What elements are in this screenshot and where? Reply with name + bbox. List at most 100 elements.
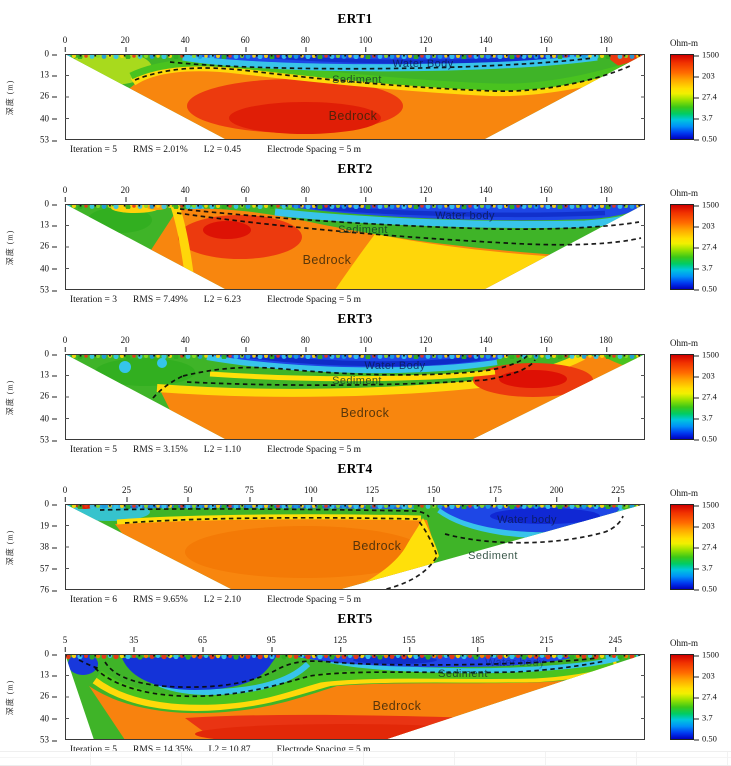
region-label-sediment: Sediment — [468, 550, 518, 562]
tick-label: 0 — [44, 498, 56, 509]
tick-label: 175 — [488, 485, 502, 502]
tick-label: 53 — [40, 284, 57, 295]
tick-label: 26 — [40, 90, 57, 101]
resistivity-section-svg — [65, 204, 645, 290]
panel-title: ERT1 — [337, 11, 373, 26]
tick-label: 155 — [402, 635, 416, 652]
tick-label: 203 — [694, 70, 715, 81]
tick-label: 80 — [300, 35, 310, 52]
layer-boundaries — [176, 208, 642, 246]
tick-label: 40 — [40, 713, 57, 724]
panel-title: ERT4 — [337, 461, 373, 476]
layer-boundaries — [78, 657, 606, 698]
tick-label: 27.4 — [694, 91, 717, 102]
tick-label: 215 — [539, 635, 554, 652]
tick-label: 13 — [40, 69, 57, 80]
tick-label: 26 — [40, 690, 57, 701]
section-fill — [65, 354, 645, 440]
depth-axis-ticks: 0 13 26 40 53 — [28, 199, 58, 294]
stat-l2: L2 = 10.87 — [208, 745, 251, 755]
tick-label: 0.50 — [694, 133, 717, 144]
tick-label: 100 — [304, 485, 318, 502]
colorbar-title: Ohm-m — [670, 488, 698, 498]
tick-label: 40 — [180, 35, 190, 52]
resistivity-section-svg — [65, 504, 645, 590]
depth-axis-label-text: 深度 (m) — [5, 229, 14, 265]
tick-label: 203 — [694, 220, 715, 231]
colorbar: Ohm-m 1500 203 27.4 3.7 0.50 — [668, 38, 730, 150]
tick-label: 225 — [611, 485, 625, 502]
tick-label: 53 — [40, 134, 57, 145]
stats-line: Iteration = 3 RMS = 7.49% L2 = 6.23 Electro… — [70, 295, 377, 305]
panel-ert3: ERT3 深度 (m) 0 13 26 40 53 0 20 40 60 80 100 120 140… — [0, 308, 731, 458]
tick-label: 0 — [44, 198, 56, 209]
tick-label: 160 — [539, 35, 553, 52]
tick-label: 60 — [240, 185, 250, 202]
tick-label: 13 — [40, 369, 57, 380]
tick-label: 180 — [599, 35, 613, 52]
stat-iteration: Iteration = 5 — [70, 745, 118, 755]
tick-label: 40 — [180, 185, 190, 202]
frame-ticks — [65, 675, 645, 719]
stat-l2: L2 = 6.23 — [203, 295, 242, 305]
tick-label: 150 — [426, 485, 441, 502]
panel-title: ERT2 — [337, 161, 373, 176]
depth-axis-label: 深度 (m) — [3, 204, 16, 290]
tick-label: 35 — [129, 635, 139, 652]
tick-label: 0 — [62, 35, 68, 52]
region-label-bedrock: Bedrock — [352, 539, 402, 553]
tick-label: 38 — [40, 541, 57, 552]
colorbar-gradient — [670, 654, 694, 740]
panel-ert1: ERT1 深度 (m) 0 13 26 40 53 0 20 40 60 80 100 120 140… — [0, 8, 731, 158]
colorbar-title: Ohm-m — [670, 188, 698, 198]
tick-label: 1500 — [694, 499, 719, 510]
tick-label: 20 — [120, 185, 130, 202]
panel-ert5: ERT5 深度 (m) 0 13 26 40 53 5 35 65 95 125 155 185 21… — [0, 608, 731, 758]
distance-axis-ticks: 0 25 50 75 100 125 150 175 200 225 — [63, 485, 645, 502]
stat-iteration: Iteration = 5 — [70, 145, 118, 155]
colorbar: Ohm-m 1500 203 27.4 3.7 0.50 — [668, 488, 730, 600]
tick-label: 27.4 — [694, 541, 717, 552]
tick-label: 140 — [478, 185, 493, 202]
stat-electrode-spacing: Electrode Spacing = 5 m — [267, 595, 362, 605]
frame-ticks — [65, 75, 645, 119]
resistivity-section: Water body Sediment Bedrock — [65, 204, 645, 290]
distance-axis-ticks: 0 20 40 60 80 100 120 140 160 180 — [62, 35, 645, 52]
resistivity-section: Water Body Sediment Bedrock — [65, 54, 645, 140]
tick-label: 53 — [40, 734, 57, 745]
region-label-water: Water Body — [392, 58, 454, 70]
stat-electrode-spacing: Electrode Spacing = 5 m — [267, 295, 362, 305]
colorbar-ticks: 1500 203 27.4 3.7 0.50 — [694, 200, 730, 293]
stat-rms: RMS = 14.35% — [133, 745, 193, 755]
colorbar-ticks: 1500 203 27.4 3.7 0.50 — [694, 650, 730, 743]
distance-axis-ticks: 0 20 40 60 80 100 120 140 160 180 — [62, 335, 645, 352]
stat-electrode-spacing: Electrode Spacing = 5 m — [267, 445, 362, 455]
stat-l2: L2 = 1.10 — [203, 445, 242, 455]
tick-label: 0 — [62, 335, 68, 352]
tick-label: 50 — [183, 485, 193, 502]
tick-label: 140 — [478, 335, 493, 352]
section-fill — [65, 54, 645, 140]
colorbar-gradient — [670, 54, 694, 140]
tick-label: 100 — [358, 335, 373, 352]
tick-label: 65 — [198, 635, 208, 652]
colorbar-title: Ohm-m — [670, 38, 698, 48]
colorbar-title: Ohm-m — [670, 638, 698, 648]
tick-label: 0.50 — [694, 583, 717, 594]
panel-ert4: ERT4 深度 (m) 0 19 38 57 76 0 25 50 75 100 125 150 17… — [0, 458, 731, 608]
tick-label: 25 — [121, 485, 131, 502]
resistivity-section: Water body Sediment Bedrock — [65, 504, 645, 590]
tick-label: 180 — [599, 335, 613, 352]
tick-label: 3.7 — [694, 112, 713, 123]
tick-label: 60 — [240, 35, 250, 52]
stats-line: Iteration = 6 RMS = 9.65% L2 = 2.10 Electro… — [70, 595, 377, 605]
tick-label: 1500 — [694, 199, 719, 210]
region-label-sediment: Sediment — [338, 224, 388, 236]
tick-label: 125 — [365, 485, 379, 502]
stat-electrode-spacing: Electrode Spacing = 5 m — [276, 745, 371, 755]
stat-rms: RMS = 9.65% — [133, 595, 188, 605]
distance-axis-ticks: 5 35 65 95 125 155 185 215 245 — [63, 635, 645, 652]
tick-label: 1500 — [694, 649, 719, 660]
tick-label: 26 — [40, 240, 57, 251]
tick-label: 80 — [300, 335, 310, 352]
